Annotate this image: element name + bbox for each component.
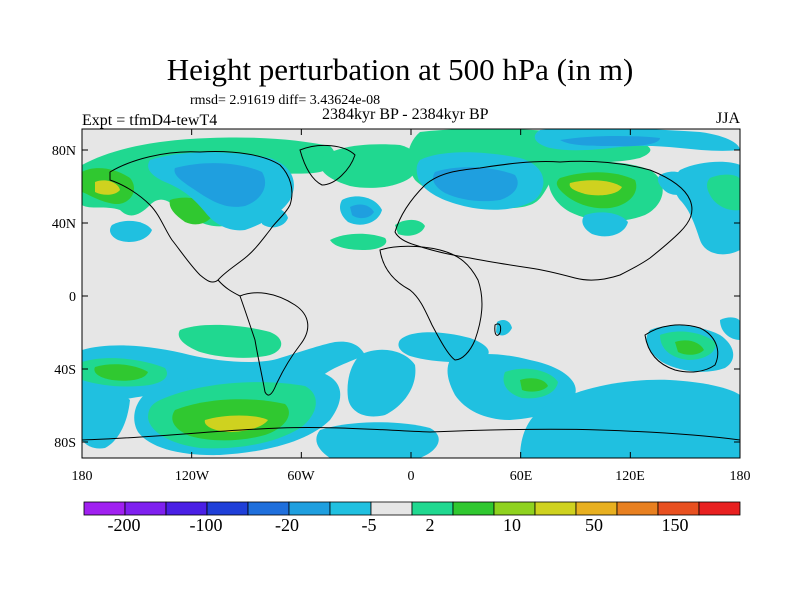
contour-region [395, 219, 425, 236]
contour-region [319, 144, 419, 188]
colorbar-box [206, 501, 249, 516]
colorbar-box [83, 501, 126, 516]
colorbar-label: -5 [362, 515, 377, 535]
contour-region [350, 204, 374, 219]
contour-region [433, 167, 518, 202]
colorbar-box [493, 501, 536, 516]
contour-region [82, 390, 130, 449]
lon-label-0: 0 [408, 469, 415, 484]
contour-region [520, 379, 740, 458]
colorbar-label: -200 [108, 515, 141, 535]
contour-region [174, 163, 266, 207]
colorbar-box [247, 501, 290, 516]
contour-region [569, 180, 622, 196]
coastlines [82, 144, 740, 441]
coastline-greenland [299, 144, 356, 186]
contour-region [94, 364, 148, 381]
lon-label-60w: 60W [287, 469, 315, 484]
contour-region [720, 317, 740, 340]
contour-region [330, 233, 387, 250]
lat-label-80n: 80N [52, 144, 76, 159]
colorbar-label: 150 [662, 515, 689, 535]
rmsd-diff-stats: rmsd= 2.91619 diff= 3.43624e-08 [190, 93, 381, 108]
colorbar-box [698, 501, 741, 516]
coastline-madagascar [494, 323, 502, 336]
season-label: JJA [716, 110, 741, 127]
lat-label-equator: 0 [69, 290, 76, 305]
contour-region [582, 212, 628, 237]
coastline-north-america [109, 151, 293, 283]
lon-axis-labels: 180 120W 60W 0 60E 120E 180 [72, 469, 751, 484]
lon-label-60e: 60E [510, 469, 533, 484]
contour-region [95, 180, 120, 195]
contour-region [675, 340, 704, 355]
colorbar-box [452, 501, 495, 516]
contour-region [347, 349, 416, 417]
coastline-antarctica [82, 426, 740, 441]
contour-region [560, 135, 660, 147]
contour-region [178, 324, 282, 358]
colorbar-box [616, 501, 659, 516]
lat-label-40n: 40N [52, 217, 76, 232]
contour-region [707, 174, 740, 211]
coastline-central-america [217, 279, 241, 297]
lat-label-80s: 80S [54, 436, 76, 451]
lat-axis-labels: 80N 40N 0 40S 80S [52, 144, 76, 451]
colorbar-label: 10 [503, 515, 521, 535]
colorbar-label: -100 [190, 515, 223, 535]
colorbar-box [329, 501, 372, 516]
time-period-label: 2384kyr BP - 2384kyr BP [322, 106, 489, 123]
map-title: Height perturbation at 500 hPa (in m) [166, 52, 634, 87]
lon-label-120e: 120E [615, 469, 645, 484]
contour-region [520, 378, 548, 392]
contour-region [204, 415, 268, 432]
colorbar-label: -20 [275, 515, 299, 535]
contour-region [110, 220, 152, 242]
colorbar-labels: -200 -100 -20 -5 2 10 50 150 [108, 515, 689, 535]
coastline-south-america [239, 292, 309, 396]
colorbar-label: 50 [585, 515, 603, 535]
colorbar-box [411, 501, 454, 516]
colorbar-box [288, 501, 331, 516]
colorbar-label: 2 [426, 515, 435, 535]
coastline-australia [644, 324, 719, 373]
coastline-africa [379, 245, 483, 361]
coastline-eurasia [394, 160, 693, 281]
contour-region [262, 207, 288, 228]
axis-ticks [81, 129, 741, 458]
experiment-label: Expt = tfmD4-tewT4 [82, 112, 218, 129]
colorbar-box [124, 501, 167, 516]
colorbar-box [370, 501, 413, 516]
colorbar-box [165, 501, 208, 516]
colorbar-box [657, 501, 700, 516]
lat-label-40s: 40S [54, 363, 76, 378]
colorbar [83, 501, 741, 516]
colorbar-box [534, 501, 577, 516]
lon-label-120w: 120W [175, 469, 210, 484]
colorbar-box [575, 501, 618, 516]
lon-label-180-right: 180 [730, 469, 751, 484]
contour-field [82, 129, 740, 458]
lon-label-180-left: 180 [72, 469, 93, 484]
